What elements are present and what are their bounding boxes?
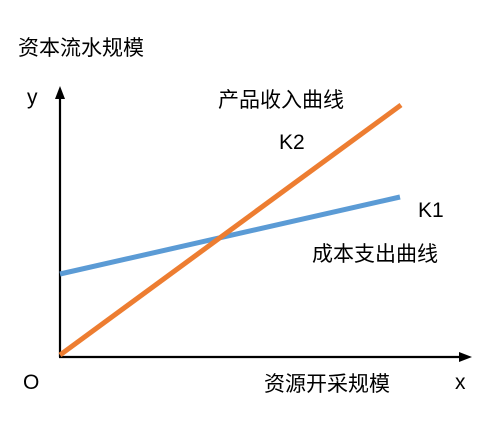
origin-label: O [23, 371, 40, 394]
cost-curve-label: 成本支出曲线 [312, 242, 438, 266]
revenue-line [58, 102, 403, 358]
revenue-slope-label: K2 [279, 131, 305, 154]
cost-slope-label: K1 [418, 199, 444, 222]
revenue-curve-label: 产品收入曲线 [218, 88, 344, 112]
cost-expenditure-line [59, 194, 401, 277]
x-axis-arrowhead [459, 352, 472, 362]
y-axis-arrowhead [55, 86, 65, 99]
x-axis-letter: x [455, 371, 466, 394]
y-axis-letter: y [27, 86, 38, 109]
x-axis-title: 资源开采规模 [264, 372, 390, 396]
y-axis-title: 资本流水规模 [18, 36, 144, 60]
